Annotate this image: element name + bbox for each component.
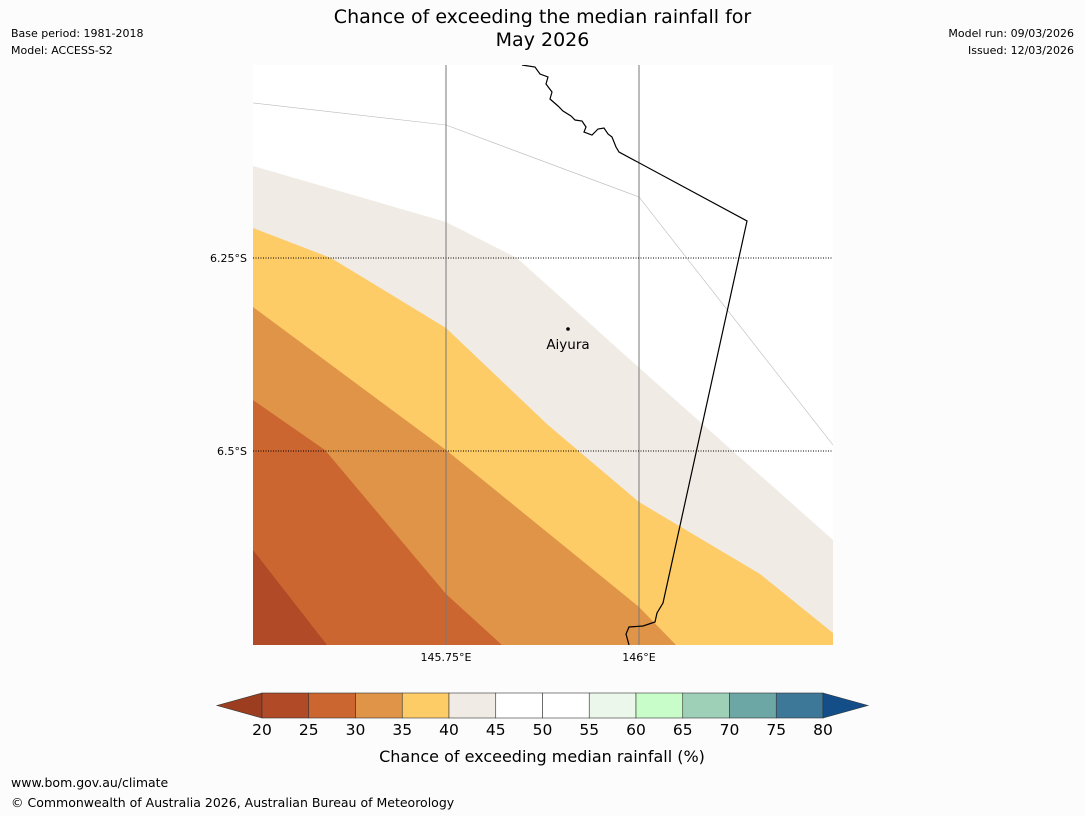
colorbar-segment [682,692,730,719]
footer-url: www.bom.gov.au/climate [11,775,169,790]
colorbar-segment [308,692,356,719]
colorbar-segment [588,692,637,719]
colorbar-title: Chance of exceeding median rainfall (%) [379,747,705,766]
colorbar-tick-label: 50 [533,721,553,739]
colorbar-segment [401,692,450,719]
colorbar-segment [261,692,310,719]
colorbar-tick-label: 35 [392,721,412,739]
colorbar-tick-label: 20 [252,721,272,739]
colorbar: 20 25 30 35 40 45 50 55 60 65 70 75 80 [215,692,870,739]
title-line-1: Chance of exceeding the median rainfall … [333,6,752,28]
colorbar-tick-label: 70 [720,721,740,739]
colorbar-tick-label: 45 [486,721,506,739]
colorbar-segment [448,692,497,719]
colorbar-extend-high [822,692,870,719]
map-panel [253,65,833,645]
lat-label-6-25: 6.25°S [210,252,247,265]
colorbar-segment [542,692,590,719]
lon-label-145-75: 145.75°E [421,651,472,664]
model-run: Model run: 09/03/2026 [948,27,1074,40]
admin-boundary [253,102,833,446]
coastline [521,65,748,645]
colorbar-tick-label: 80 [813,721,833,739]
lat-label-6-5: 6.5°S [217,445,247,458]
page-title: Chance of exceeding the median rainfall … [0,6,1085,52]
lon-label-146: 146°E [622,651,655,664]
band-25-30 [253,400,502,645]
colorbar-tick-label: 30 [346,721,366,739]
model-name: Model: ACCESS-S2 [11,44,113,57]
meta-right: Model run: 09/03/2026 Issued: 12/03/2026 [948,25,1074,59]
colorbar-tick-label: 55 [579,721,599,739]
colorbar-extend-low [215,692,263,719]
band-20-25 [253,550,327,645]
colorbar-segment [355,692,403,719]
base-period: Base period: 1981-2018 [11,27,144,40]
colorbar-tick-label: 75 [766,721,786,739]
colorbar-tick-label: 40 [439,721,459,739]
colorbar-segment [495,692,543,719]
title-line-2: May 2026 [495,29,590,51]
meta-left: Base period: 1981-2018 Model: ACCESS-S2 [11,25,143,59]
aiyura-label: Aiyura [546,337,589,353]
issued-date: Issued: 12/03/2026 [967,44,1074,57]
colorbar-segment [635,692,684,719]
colorbar-tick-label: 25 [299,721,319,739]
colorbar-tick-label: 60 [626,721,646,739]
colorbar-segment [729,692,777,719]
colorbar-segment [775,692,824,719]
footer-copyright: © Commonwealth of Australia 2026, Austra… [11,795,455,810]
colorbar-tick-label: 65 [673,721,693,739]
aiyura-marker [566,327,570,331]
